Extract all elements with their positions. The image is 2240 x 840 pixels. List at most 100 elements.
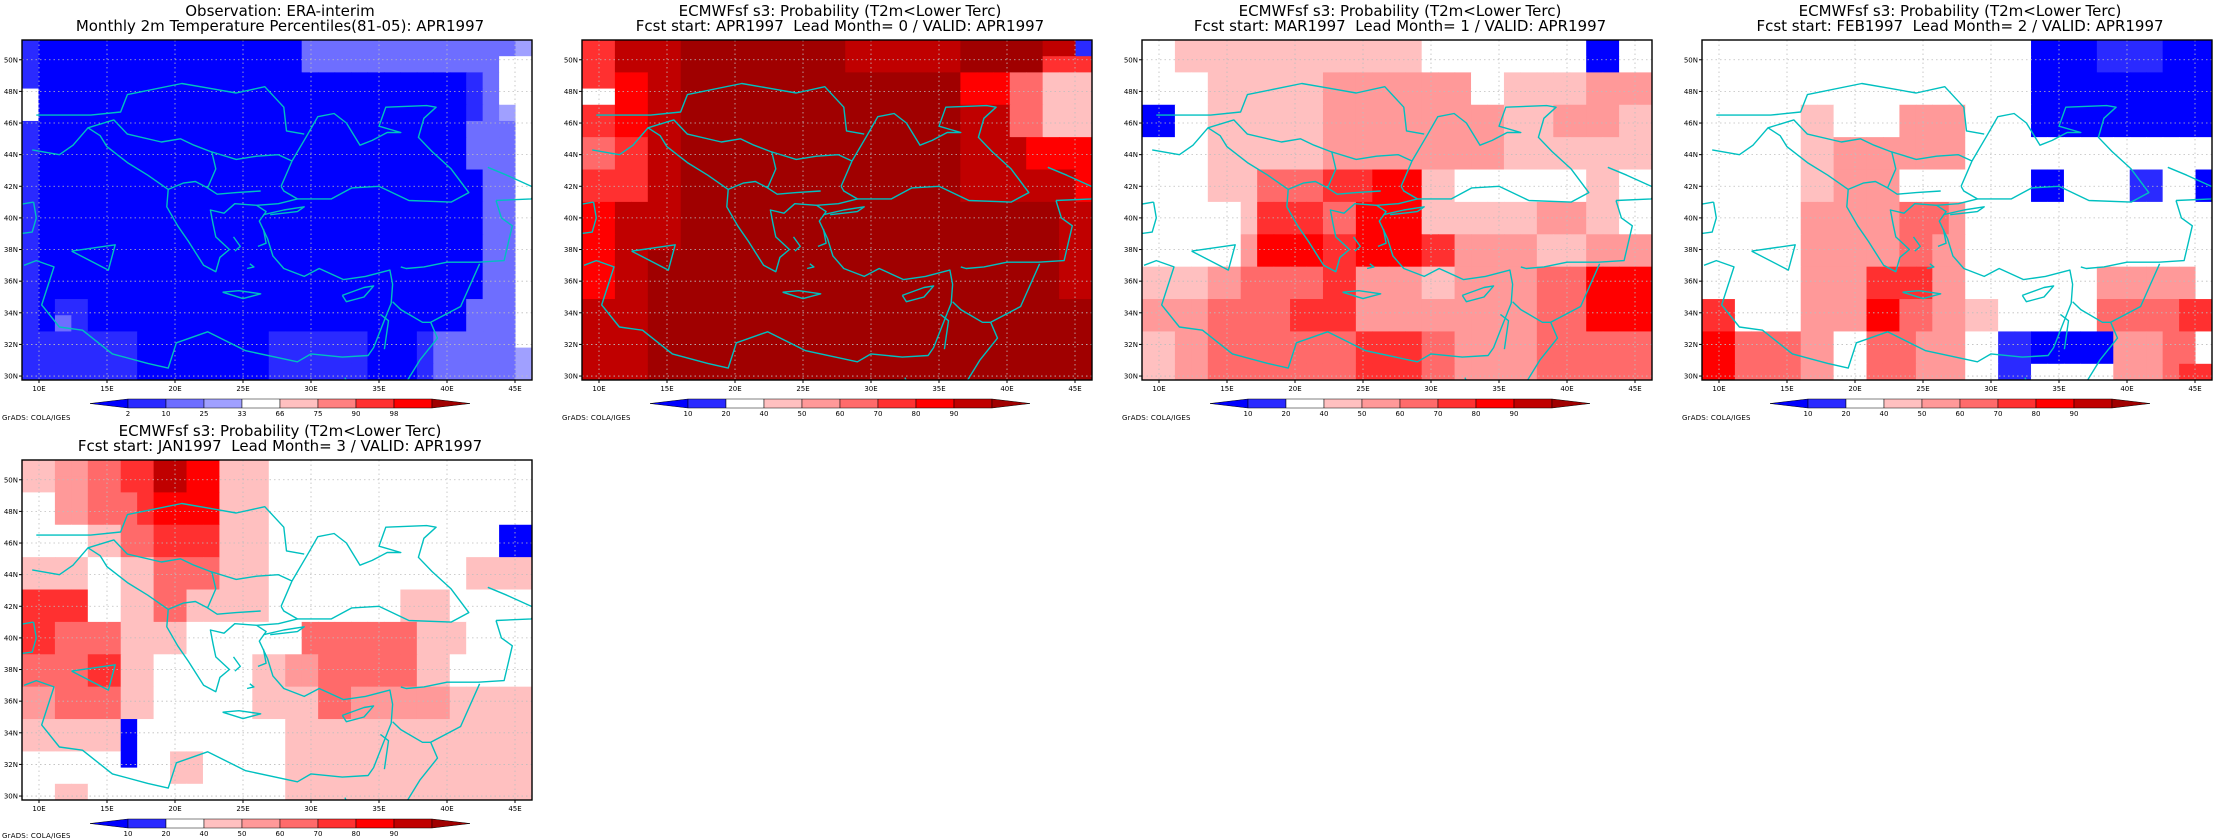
heatmap-cell [1042, 363, 1060, 380]
heatmap-cell [219, 460, 237, 477]
heatmap-cell [1948, 347, 1966, 365]
heatmap-cell [235, 605, 253, 623]
heatmap-cell [433, 557, 451, 574]
heatmap-cell [1751, 137, 1769, 154]
heatmap-cell [1207, 72, 1225, 90]
heatmap-cell [1142, 266, 1160, 284]
heatmap-cell [1784, 299, 1802, 316]
heatmap-cell [334, 702, 352, 720]
heatmap-cell [2047, 185, 2065, 203]
heatmap-cell [1784, 250, 1802, 268]
heatmap-cell [1553, 72, 1571, 90]
grads-credit: GrADS: COLA/IGES [562, 414, 631, 422]
heatmap-cell [1240, 299, 1258, 316]
heatmap-cell [1965, 72, 1983, 90]
heatmap-cell [38, 621, 56, 639]
heatmap-cell [2179, 153, 2197, 171]
heatmap-cell [1339, 331, 1357, 349]
heatmap-cell [202, 40, 221, 57]
heatmap-cell [334, 492, 352, 510]
heatmap-cell [746, 234, 764, 252]
heatmap-cell [1833, 218, 1851, 235]
heatmap-cell [499, 670, 517, 688]
heatmap-cell [268, 540, 286, 558]
heatmap-cell [22, 299, 40, 316]
heatmap-cell [1487, 266, 1505, 284]
heatmap-cell [2096, 250, 2114, 268]
heatmap-cell [482, 88, 500, 106]
heatmap-cell [515, 347, 532, 365]
heatmap-cell [202, 735, 221, 753]
heatmap-cell [449, 185, 467, 203]
heatmap-cell [87, 347, 105, 365]
heatmap-cell [1355, 266, 1373, 284]
heatmap-cell [1191, 347, 1209, 365]
heatmap-cell [318, 137, 336, 154]
coastline [1383, 206, 1425, 216]
heatmap-cell [1520, 88, 1538, 106]
heatmap-cell [2014, 315, 2032, 333]
heatmap-cell [582, 137, 600, 154]
heatmap-cell [318, 605, 336, 623]
heatmap-cell [1536, 169, 1554, 187]
heatmap-cell [2195, 218, 2212, 235]
heatmap-cell [1438, 104, 1456, 122]
heatmap-cell [22, 363, 40, 380]
heatmap-cell [993, 169, 1011, 187]
heatmap-cell [285, 719, 303, 736]
heatmap-cell [828, 72, 846, 90]
heatmap-cell [960, 201, 978, 219]
heatmap-cell [235, 153, 253, 171]
colorbar-label: 70 [874, 410, 883, 418]
heatmap-cell [1619, 120, 1637, 138]
heatmap-cell [137, 605, 155, 623]
heatmap-cell [795, 72, 813, 90]
heatmap-cell [1602, 363, 1620, 380]
heatmap-cell [1191, 299, 1209, 316]
colorbar-label: 60 [836, 410, 845, 418]
heatmap-cell [1635, 153, 1652, 171]
heatmap-cell [482, 557, 500, 574]
heatmap-cell [449, 670, 467, 688]
heatmap-cell [845, 218, 863, 235]
heatmap-cell [746, 201, 764, 219]
heatmap-cell [87, 605, 105, 623]
heatmap-cell [1948, 282, 1966, 300]
heatmap-cell [2080, 218, 2098, 235]
heatmap-cell [416, 508, 434, 526]
heatmap-cell [1602, 56, 1620, 73]
heatmap-cell [1998, 331, 2016, 349]
heatmap-cell [285, 508, 303, 526]
heatmap-cell [960, 315, 978, 333]
heatmap-cell [351, 250, 369, 268]
heatmap-cell [1454, 137, 1472, 154]
heatmap-cell [1273, 282, 1291, 300]
heatmap-cell [1800, 56, 1818, 73]
heatmap-cell [1240, 104, 1258, 122]
heatmap-cell [170, 460, 188, 477]
heatmap-cell [515, 735, 532, 753]
coastline [87, 539, 293, 582]
panel-title: ECMWFsf s3: Probability (T2m<Lower Terc) [1798, 2, 2122, 20]
heatmap-cell [104, 56, 122, 73]
y-tick-label: 32N [1684, 341, 1698, 349]
heatmap-cell [170, 492, 188, 510]
heatmap-cell [598, 234, 616, 252]
heatmap-cell [1784, 218, 1802, 235]
heatmap-cell [285, 735, 303, 753]
heatmap-cell [1932, 56, 1950, 73]
coastline [1767, 119, 1973, 162]
heatmap-cell [2146, 56, 2164, 73]
heatmap-cell [1042, 104, 1060, 122]
heatmap-cell [1257, 299, 1275, 316]
heatmap-cell [1702, 169, 1720, 187]
heatmap-cell [1158, 363, 1176, 380]
colorbar-label: 98 [390, 410, 399, 418]
heatmap-cell [1520, 120, 1538, 138]
heatmap-cell [38, 654, 56, 672]
coastline [582, 201, 597, 235]
y-tick-label: 30N [1684, 373, 1698, 381]
heatmap-cell [2047, 250, 2065, 268]
y-tick-label: 42N [4, 183, 18, 191]
panel-lead-0: ECMWFsf s3: Probability (T2m<Lower Terc)… [560, 0, 1120, 422]
